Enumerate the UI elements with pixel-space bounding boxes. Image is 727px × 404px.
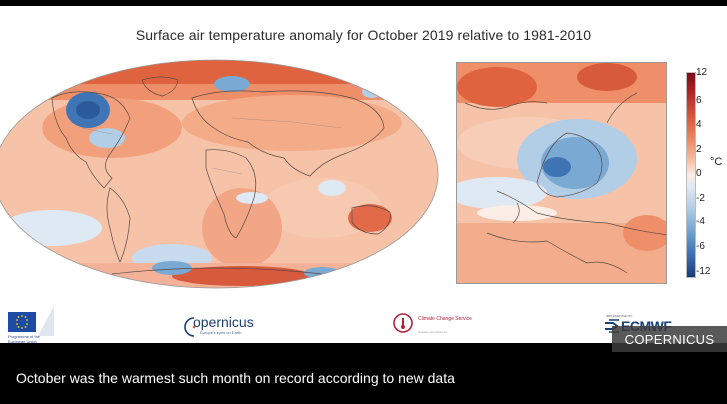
infographic-image: Surface air temperature anomaly for Octo… [0, 6, 727, 344]
europe-map [456, 62, 667, 284]
colorbar-tick: 4 [696, 119, 702, 130]
colorbar [686, 72, 696, 278]
c3s-icon [393, 313, 413, 333]
colorbar-tick: -12 [696, 266, 711, 277]
eu-flag-icon [8, 312, 36, 332]
image-caption: October was the warmest such month on re… [16, 370, 455, 386]
world-map [0, 59, 439, 289]
figure-title: Surface air temperature anomaly for Octo… [135, 27, 592, 43]
colorbar-tick: 12 [696, 67, 708, 78]
eu-wedge-icon [38, 306, 54, 336]
caption-bar: October was the warmest such month on re… [0, 352, 727, 404]
colorbar-tick: -6 [696, 241, 705, 252]
colorbar-tick: 0 [696, 168, 702, 179]
c3s-name: Climate Change Service [418, 316, 472, 322]
ecmwf-implemented-by: IMPLEMENTED BY [606, 314, 633, 318]
c3s-tagline: climate.copernicus.eu [418, 330, 448, 334]
colorbar-unit: °C [710, 156, 723, 168]
copernicus-tagline: Europe's eyes on Earth [200, 330, 242, 335]
colorbar-tick: 2 [696, 144, 702, 155]
colorbar-tick: -2 [696, 193, 705, 204]
copernicus-name: opernicus [193, 314, 254, 330]
colorbar-tick: -4 [696, 216, 705, 227]
europe-map-svg [457, 63, 666, 283]
eu-programme-text: Programme of the European Union [8, 334, 41, 344]
copernicus-c-icon [184, 317, 196, 337]
colorbar-tick: 6 [696, 95, 702, 106]
image-credit: COPERNICUS [612, 326, 727, 352]
